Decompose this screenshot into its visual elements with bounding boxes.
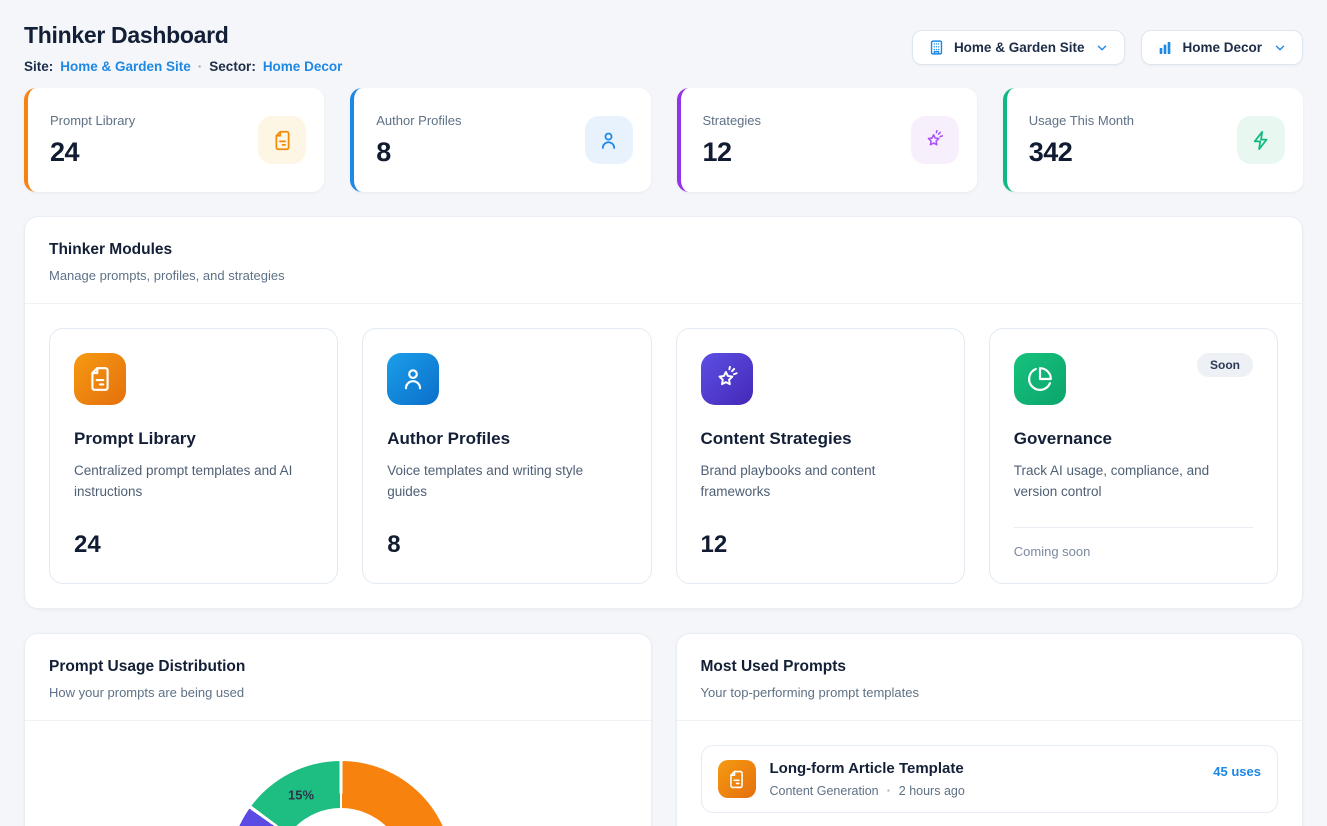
module-count: 12	[700, 531, 728, 558]
sector-label: Sector:	[209, 59, 256, 74]
module-count: 24	[74, 531, 101, 558]
prompt-list-item[interactable]: Long-form Article Template Content Gener…	[700, 745, 1278, 813]
site-selector-value: Home & Garden Site	[953, 40, 1085, 55]
stat-label: Author Profiles	[376, 112, 462, 128]
module-title: Content Strategies	[700, 429, 852, 448]
header-selectors: Home & Garden Site Home Decor	[911, 30, 1303, 65]
stat-label: Usage This Month	[1028, 112, 1135, 128]
meta-separator: ·	[886, 784, 891, 798]
donut-segment-label: 15%	[288, 787, 315, 803]
modules-panel-title: Thinker Modules	[49, 241, 173, 258]
prompts-panel-header: Most Used Prompts Your top-performing pr…	[676, 634, 1302, 721]
usage-donut-chart: 15%	[229, 761, 453, 826]
prompt-item-title: Long-form Article Template	[769, 760, 964, 777]
stat-value: 24	[50, 136, 80, 167]
module-count: 8	[387, 531, 401, 558]
chevron-down-icon	[1273, 41, 1287, 55]
stat-value: 12	[702, 136, 733, 167]
sparkle-star-icon	[910, 116, 959, 164]
user-icon	[387, 353, 440, 405]
module-title: Prompt Library	[74, 429, 196, 448]
stat-label: Strategies	[702, 112, 762, 128]
module-title: Governance	[1013, 429, 1113, 448]
site-link[interactable]: Home & Garden Site	[60, 59, 191, 74]
modules-grid: Prompt Library Centralized prompt templa…	[25, 304, 1302, 608]
prompt-list: Long-form Article Template Content Gener…	[677, 721, 1303, 826]
donut-hole	[276, 808, 406, 826]
page-title: Thinker Dashboard	[24, 22, 229, 48]
site-selector-dropdown[interactable]: Home & Garden Site	[911, 30, 1126, 65]
thinker-modules-panel: Thinker Modules Manage prompts, profiles…	[24, 216, 1303, 609]
sector-selector-dropdown[interactable]: Home Decor	[1141, 30, 1303, 65]
page-header: Thinker Dashboard Site: Home & Garden Si…	[24, 22, 1303, 74]
meta-separator: ·	[197, 59, 203, 74]
stat-card-usage: Usage This Month 342	[1002, 88, 1303, 192]
stat-label: Prompt Library	[50, 112, 136, 128]
stat-text: Usage This Month 342	[1029, 113, 1134, 168]
stat-value: 342	[1028, 136, 1073, 167]
most-used-prompts-panel: Most Used Prompts Your top-performing pr…	[675, 633, 1303, 826]
sparkle-star-icon	[700, 353, 753, 405]
file-text-icon	[717, 760, 756, 798]
usage-distribution-panel: Prompt Usage Distribution How your promp…	[24, 633, 652, 826]
stat-value: 8	[376, 136, 391, 167]
module-title: Author Profiles	[387, 429, 511, 448]
bar-chart-icon	[1157, 40, 1173, 56]
soon-badge: Soon	[1197, 353, 1253, 377]
module-description: Voice templates and writing style guides	[387, 463, 584, 499]
pie-chart-icon	[1013, 353, 1066, 405]
header-left: Thinker Dashboard Site: Home & Garden Si…	[24, 22, 342, 74]
bottom-row: Prompt Usage Distribution How your promp…	[24, 633, 1303, 826]
module-coming-soon: Coming soon	[1013, 527, 1253, 559]
prompt-item-time: 2 hours ago	[898, 784, 965, 798]
module-card-content-strategies[interactable]: Content Strategies Brand playbooks and c…	[675, 328, 965, 584]
zap-icon	[1237, 116, 1285, 164]
usage-chart-area: 15%	[25, 721, 651, 826]
modules-panel-subtitle: Manage prompts, profiles, and strategies	[49, 268, 285, 283]
stat-card-prompt-library: Prompt Library 24	[24, 88, 325, 192]
module-description: Track AI usage, compliance, and version …	[1013, 463, 1210, 499]
stat-text: Author Profiles 8	[376, 113, 461, 168]
stat-card-author-profiles: Author Profiles 8	[350, 88, 651, 192]
prompts-panel-subtitle: Your top-performing prompt templates	[700, 685, 919, 700]
module-card-governance[interactable]: Soon Governance Track AI usage, complian…	[988, 328, 1278, 584]
prompt-item-meta: Content Generation · 2 hours ago	[770, 784, 1200, 798]
user-icon	[584, 116, 633, 164]
file-text-icon	[258, 116, 307, 164]
stat-card-strategies: Strategies 12	[676, 88, 977, 192]
usage-panel-subtitle: How your prompts are being used	[49, 685, 245, 700]
module-card-prompt-library[interactable]: Prompt Library Centralized prompt templa…	[49, 328, 339, 584]
sector-selector-value: Home Decor	[1182, 40, 1262, 55]
usage-panel-header: Prompt Usage Distribution How your promp…	[25, 634, 651, 721]
building-icon	[928, 39, 945, 56]
usage-panel-title: Prompt Usage Distribution	[49, 658, 246, 675]
prompt-item-uses-badge: 45 uses	[1213, 764, 1261, 779]
module-description: Brand playbooks and content frameworks	[700, 463, 876, 499]
prompt-item-main: Long-form Article Template Content Gener…	[770, 760, 1200, 798]
stat-cards-row: Prompt Library 24 Author Profiles 8 Stra…	[24, 88, 1303, 192]
breadcrumb: Site: Home & Garden Site · Sector: Home …	[24, 59, 342, 74]
prompts-panel-title: Most Used Prompts	[700, 658, 847, 675]
file-text-icon	[74, 353, 126, 405]
stat-text: Prompt Library 24	[50, 113, 135, 168]
site-label: Site:	[24, 59, 54, 74]
chevron-down-icon	[1095, 41, 1109, 55]
stat-text: Strategies 12	[703, 113, 762, 168]
module-card-author-profiles[interactable]: Author Profiles Voice templates and writ…	[362, 328, 652, 584]
modules-panel-header: Thinker Modules Manage prompts, profiles…	[25, 217, 1302, 304]
module-description: Centralized prompt templates and AI inst…	[74, 463, 293, 499]
sector-link[interactable]: Home Decor	[262, 59, 343, 74]
prompt-item-category: Content Generation	[769, 784, 879, 798]
